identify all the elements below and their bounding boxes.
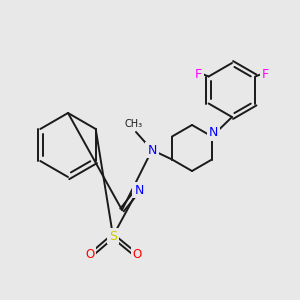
- Text: CH₃: CH₃: [125, 119, 143, 129]
- Text: N: N: [147, 143, 157, 157]
- Text: N: N: [209, 126, 219, 139]
- Text: N: N: [134, 184, 144, 196]
- Text: O: O: [132, 248, 142, 260]
- Text: F: F: [262, 68, 269, 81]
- Text: O: O: [85, 248, 94, 260]
- Text: S: S: [109, 230, 117, 242]
- Text: F: F: [195, 68, 202, 81]
